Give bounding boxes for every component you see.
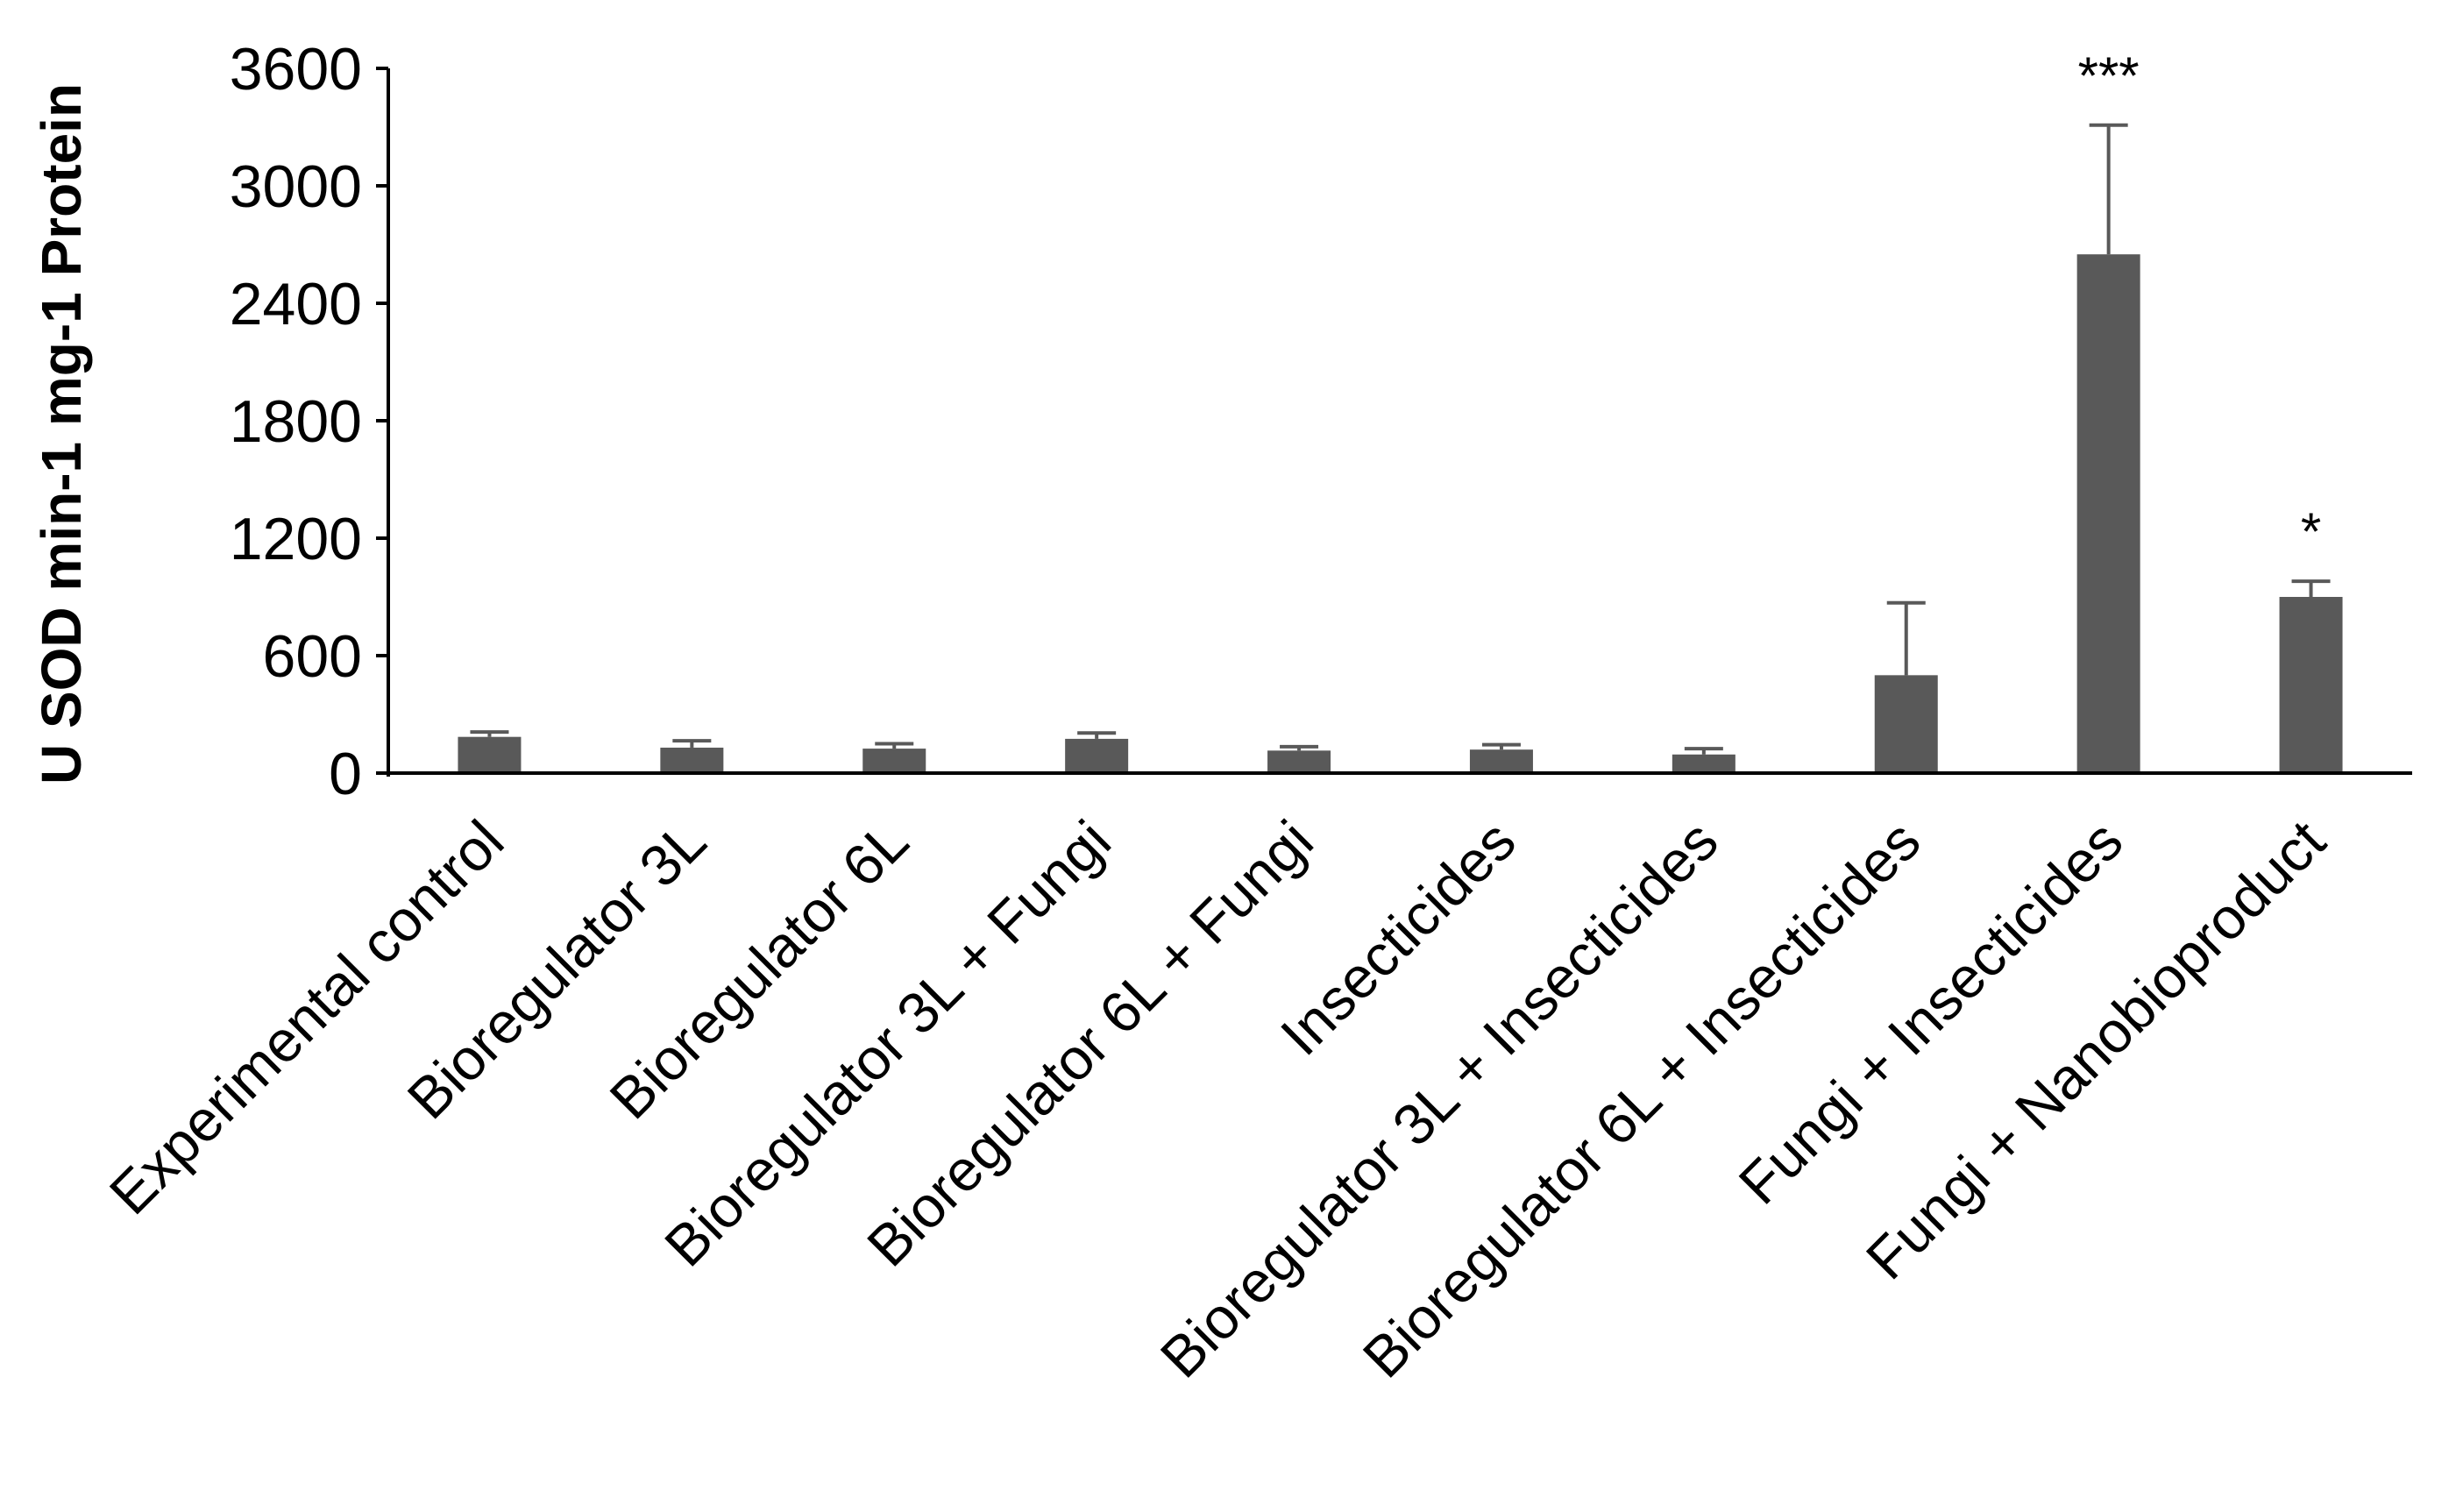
- significance-label: ***: [2078, 46, 2140, 105]
- bar: [660, 747, 724, 773]
- bar: [1065, 738, 1129, 773]
- y-tick-label: 2400: [230, 271, 362, 337]
- y-tick-label: 1800: [230, 388, 362, 455]
- bar: [1672, 754, 1735, 773]
- bar: [2076, 254, 2140, 774]
- y-tick-label: 3600: [230, 36, 362, 103]
- x-category-label: Experimental control: [97, 808, 516, 1227]
- y-axis-title: U SOD min-1 mg-1 Protein: [30, 83, 93, 784]
- bar: [458, 736, 522, 773]
- bar: [862, 749, 926, 773]
- y-tick-label: 0: [329, 741, 362, 807]
- bar: [1469, 749, 1533, 773]
- y-tick-label: 600: [263, 623, 362, 690]
- bar: [1874, 675, 1938, 773]
- bar: [1267, 750, 1331, 773]
- bar: [2279, 597, 2343, 773]
- y-tick-label: 3000: [230, 153, 362, 220]
- x-category-label: Fungi + Insecticides: [1726, 808, 2134, 1217]
- y-tick-label: 1200: [230, 506, 362, 572]
- significance-label: *: [2301, 502, 2321, 561]
